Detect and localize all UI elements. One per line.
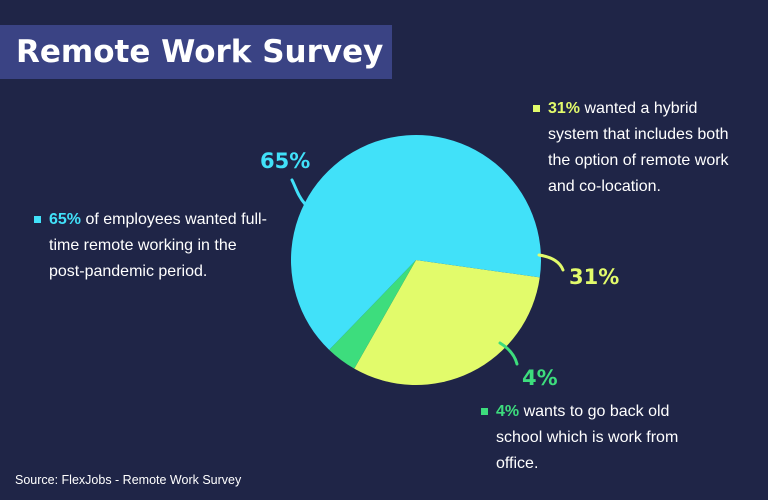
pie-slice-office	[329, 260, 416, 369]
bullet-hybrid	[533, 105, 540, 112]
bullet-remote	[34, 216, 41, 223]
slice-label-hybrid: 31%	[569, 265, 620, 289]
pie-slice-hybrid	[354, 260, 540, 385]
title-band	[0, 25, 392, 79]
annotation-hybrid-pct: 31%	[548, 100, 581, 117]
source-note: Source: FlexJobs - Remote Work Survey	[15, 473, 242, 487]
leader-line-remote	[290, 178, 307, 206]
pie-slice-remote	[291, 135, 541, 350]
annotation-office-pct: 4%	[496, 403, 520, 420]
slice-label-remote: 65%	[260, 149, 311, 173]
annotation-remote: 65% of employees wanted full-time remote…	[34, 207, 274, 285]
annotation-office: 4% wants to go back old school which is …	[481, 399, 706, 477]
annotation-remote-text: of employees wanted full-time remote wor…	[49, 211, 267, 280]
annotation-hybrid: 31% wanted a hybrid system that includes…	[533, 96, 733, 200]
leader-line-office	[498, 341, 519, 366]
annotation-hybrid-text: wanted a hybrid system that includes bot…	[548, 100, 729, 195]
slice-label-office: 4%	[522, 366, 558, 390]
bullet-office	[481, 408, 488, 415]
annotation-office-text: wants to go back old school which is wor…	[496, 403, 679, 472]
annotation-remote-pct: 65%	[49, 211, 82, 228]
leader-line-hybrid	[537, 253, 565, 272]
chart-title: Remote Work Survey	[16, 34, 384, 70]
